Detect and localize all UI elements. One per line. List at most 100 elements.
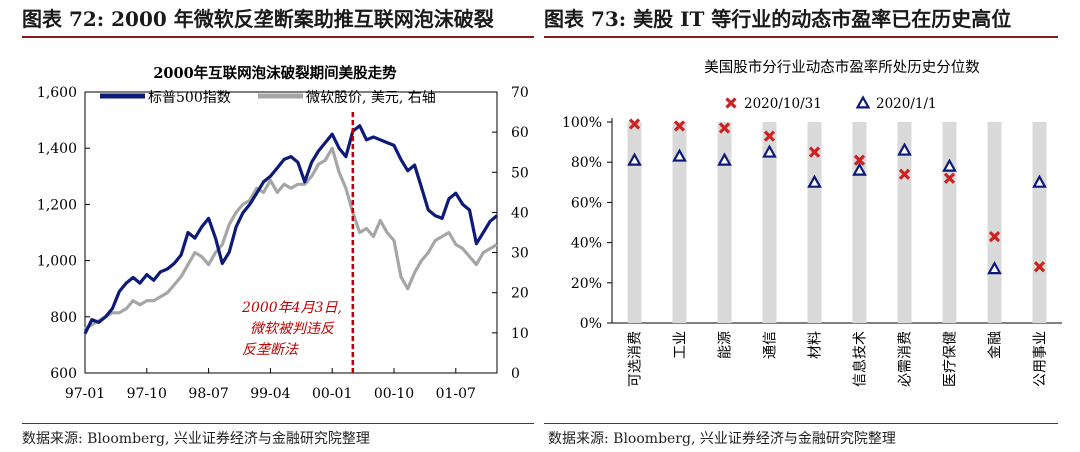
y-left-tick-label: 1,600 bbox=[37, 85, 77, 101]
point-2020-1-1 bbox=[942, 158, 957, 172]
y-right-tick-label: 70 bbox=[511, 85, 529, 101]
series-line-msft bbox=[84, 146, 498, 331]
point-2020-10-31 bbox=[718, 122, 731, 134]
marker-x-stroke bbox=[898, 168, 911, 180]
y-tick-label: 20% bbox=[571, 276, 602, 292]
footer-rule-left bbox=[22, 423, 534, 424]
y-tick-label: 60% bbox=[571, 195, 602, 211]
marker-triangle bbox=[717, 152, 732, 166]
category-bar bbox=[627, 122, 642, 323]
point-2020-1-1 bbox=[807, 174, 822, 188]
footer-rule-right bbox=[544, 423, 1058, 424]
marker-triangle bbox=[672, 148, 687, 162]
marker-triangle bbox=[855, 95, 871, 109]
x-tick-label: 00-10 bbox=[374, 386, 414, 402]
x-tick-label: 97-10 bbox=[127, 386, 167, 402]
source-note-right: 数据来源: Bloomberg, 兴业证券经济与金融研究院整理 bbox=[548, 431, 896, 447]
category-label: 信息技术 bbox=[852, 331, 869, 387]
point-2020-1-1 bbox=[672, 148, 687, 162]
point-2020-1-1 bbox=[717, 152, 732, 166]
category-label: 公用事业 bbox=[1033, 331, 1049, 387]
header-rule-left bbox=[22, 36, 534, 38]
y-left-tick-label: 600 bbox=[50, 366, 77, 382]
line-chart-msft-sp500: 2000年互联网泡沫破裂期间美股走势 6008001,0001,2001,400… bbox=[37, 64, 529, 402]
category-bar bbox=[807, 122, 822, 323]
marker-x-stroke bbox=[628, 118, 641, 130]
y-right-tick-label: 10 bbox=[511, 326, 529, 342]
point-2020-10-31 bbox=[673, 120, 686, 132]
marker-triangle bbox=[762, 144, 777, 158]
category-label: 工业 bbox=[673, 331, 689, 359]
y-right-tick-label: 30 bbox=[511, 246, 529, 262]
y-right-tick-label: 40 bbox=[511, 205, 529, 221]
point-2020-10-31 bbox=[1033, 261, 1046, 273]
y-left-tick-label: 1,000 bbox=[37, 254, 77, 270]
annotation-line-3: 反垄断法 bbox=[242, 342, 299, 358]
y-right-tick-label: 60 bbox=[511, 125, 529, 141]
chart-left-legend: 标普500指数 微软股价, 美元, 右轴 bbox=[100, 90, 436, 106]
series-line-sp500 bbox=[83, 124, 499, 335]
marker-x-stroke bbox=[943, 172, 956, 184]
point-2020-10-31 bbox=[943, 172, 956, 184]
annotation-line-2: 微软被判违反 bbox=[250, 321, 335, 337]
chart-left-annotation: 2000年4月3日, 微软被判违反 反垄断法 bbox=[241, 300, 342, 358]
legend-label-sp500: 标普500指数 bbox=[148, 90, 231, 106]
legend-label-2020-10-31: 2020/10/31 bbox=[744, 96, 822, 112]
y-tick-label: 40% bbox=[571, 236, 602, 252]
figure-73-header: 图表 73: 美股 IT 等行业的动态市盈率已在历史高位 bbox=[544, 7, 1012, 31]
category-bar bbox=[762, 122, 777, 323]
category-bar bbox=[852, 122, 867, 323]
category-bar bbox=[672, 122, 687, 323]
y-right-tick-label: 50 bbox=[511, 165, 529, 181]
category-label: 金融 bbox=[988, 331, 1004, 359]
legend-label-msft: 微软股价, 美元, 右轴 bbox=[306, 90, 436, 106]
y-tick-label: 100% bbox=[562, 115, 602, 131]
point-2020-10-31 bbox=[988, 230, 1001, 243]
y-tick-label: 80% bbox=[571, 155, 602, 171]
marker-triangle bbox=[942, 158, 957, 172]
legend-marker-x-icon bbox=[725, 97, 737, 109]
category-bar bbox=[987, 122, 1002, 323]
annotation-line-1: 2000年4月3日, bbox=[241, 300, 342, 316]
category-label: 能源 bbox=[718, 331, 734, 359]
chart-left-title: 2000年互联网泡沫破裂期间美股走势 bbox=[153, 64, 397, 82]
point-2020-1-1 bbox=[1032, 174, 1047, 188]
category-label: 医疗保健 bbox=[943, 331, 959, 387]
marker-triangle bbox=[897, 142, 912, 156]
x-tick-label: 99-04 bbox=[250, 386, 290, 402]
y-right-tick-label: 20 bbox=[511, 286, 529, 302]
x-tick-label: 97-01 bbox=[65, 386, 105, 402]
marker-triangle bbox=[852, 162, 867, 176]
y-tick-label: 0% bbox=[580, 316, 602, 332]
category-label: 必需消费 bbox=[898, 331, 914, 387]
point-2020-1-1 bbox=[987, 260, 1002, 275]
point-2020-1-1 bbox=[897, 142, 912, 156]
point-2020-10-31 bbox=[628, 118, 641, 130]
marker-x-stroke bbox=[808, 146, 821, 158]
marker-triangle bbox=[627, 152, 642, 166]
y-left-tick-label: 1,400 bbox=[37, 141, 77, 157]
category-label: 通信 bbox=[763, 331, 779, 359]
point-2020-1-1 bbox=[627, 152, 642, 166]
header-rule-right bbox=[544, 36, 1058, 38]
marker-x-stroke bbox=[725, 97, 737, 109]
marker-triangle bbox=[807, 174, 822, 188]
chart-right-title: 美国股市分行业动态市盈率所处历史分位数 bbox=[704, 59, 980, 76]
marker-x-stroke bbox=[673, 120, 686, 132]
marker-x-stroke bbox=[988, 230, 1001, 243]
point-2020-10-31 bbox=[898, 168, 911, 180]
point-2020-10-31 bbox=[853, 154, 866, 166]
chart-right-legend: 2020/10/31 2020/1/1 bbox=[725, 95, 937, 112]
point-2020-1-1 bbox=[762, 144, 777, 158]
marker-x-stroke bbox=[1033, 261, 1046, 273]
source-note-left: 数据来源: Bloomberg, 兴业证券经济与金融研究院整理 bbox=[22, 431, 370, 447]
category-bar bbox=[717, 122, 732, 323]
point-2020-1-1 bbox=[852, 162, 867, 176]
category-label: 可选消费 bbox=[628, 331, 644, 387]
marker-x-stroke bbox=[853, 154, 866, 166]
chart-left-plot-frame bbox=[84, 91, 498, 374]
category-label: 材料 bbox=[808, 331, 824, 359]
x-tick-label: 01-07 bbox=[436, 386, 476, 402]
category-bar bbox=[942, 122, 957, 323]
point-2020-10-31 bbox=[763, 130, 776, 142]
